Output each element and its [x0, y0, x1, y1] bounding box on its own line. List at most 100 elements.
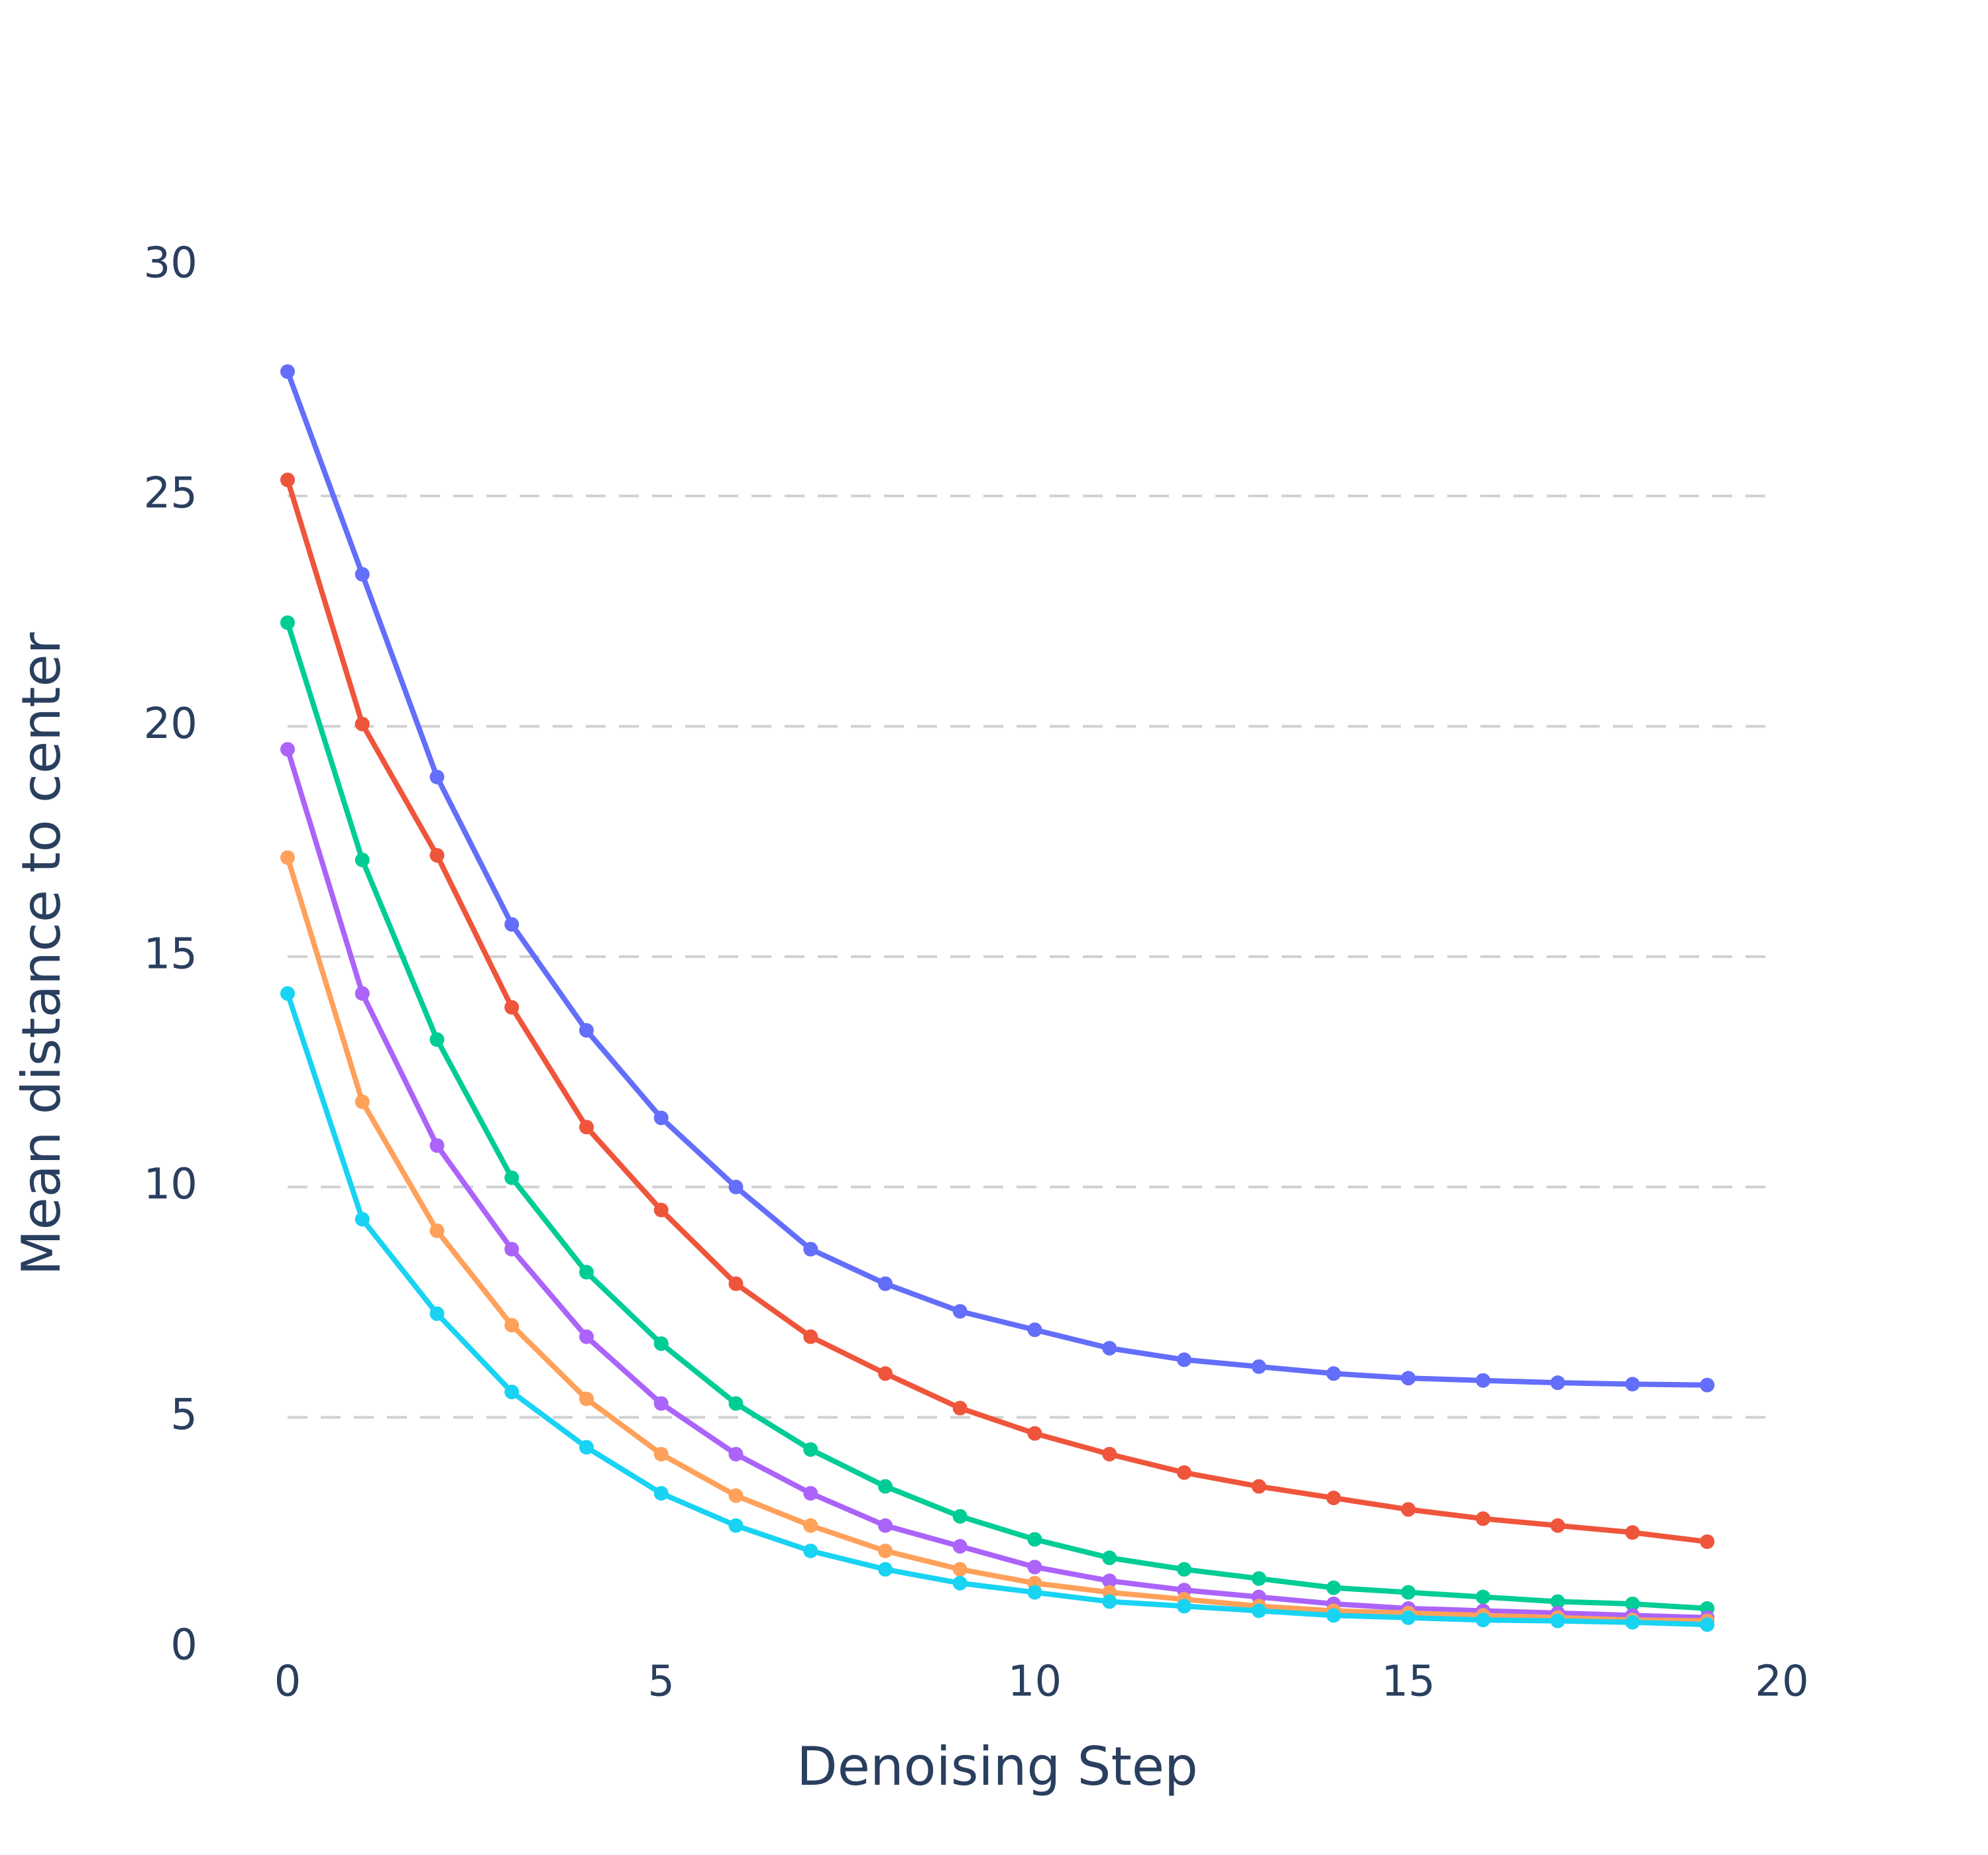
series-marker	[952, 1401, 967, 1416]
series-marker	[429, 1223, 445, 1238]
series-marker	[429, 769, 445, 784]
series-line	[285, 621, 1708, 1611]
series-marker	[1102, 1573, 1117, 1589]
series-marker	[1326, 1608, 1341, 1623]
series-marker	[1550, 1613, 1565, 1628]
series-marker	[653, 1336, 669, 1352]
series-marker	[504, 1318, 520, 1333]
series-marker	[878, 1479, 893, 1494]
series-marker	[1550, 1594, 1565, 1609]
series-marker	[429, 1138, 445, 1153]
series-marker	[504, 917, 520, 932]
series-marker	[1326, 1491, 1341, 1506]
series-marker	[1476, 1373, 1490, 1388]
series-marker	[1700, 1377, 1715, 1393]
series-line	[285, 370, 1708, 1388]
series-marker	[1476, 1613, 1490, 1628]
series-marker	[1251, 1571, 1266, 1586]
series-marker	[355, 852, 370, 867]
series-marker	[429, 1032, 445, 1047]
series-marker	[1102, 1341, 1117, 1356]
series-marker	[728, 1446, 744, 1461]
series-marker	[878, 1366, 893, 1381]
series-marker	[952, 1539, 967, 1554]
series-marker	[1625, 1596, 1640, 1611]
series-marker	[1625, 1615, 1640, 1630]
x-tick-label: 20	[1755, 1658, 1808, 1707]
series-line	[285, 992, 1708, 1628]
y-tick-label: 25	[144, 469, 197, 518]
series-marker	[728, 1179, 744, 1194]
series-marker	[1177, 1599, 1191, 1614]
series-marker	[728, 1518, 744, 1533]
series-marker	[355, 986, 370, 1001]
series-marker	[1027, 1426, 1042, 1441]
y-tick-label: 30	[144, 239, 197, 288]
x-tick-label: 15	[1382, 1658, 1435, 1707]
series-marker	[1326, 1366, 1341, 1381]
series-marker	[1027, 1560, 1042, 1575]
series-marker	[653, 1202, 669, 1218]
series-marker	[1177, 1352, 1191, 1367]
series-marker	[579, 1440, 594, 1455]
series-marker	[803, 1442, 818, 1458]
series-marker	[1401, 1585, 1416, 1600]
series-marker	[728, 1488, 744, 1503]
x-axis-title: Denoising Step	[797, 1736, 1198, 1797]
series-marker	[1102, 1446, 1117, 1461]
series-marker	[1550, 1375, 1565, 1391]
y-tick-label: 0	[170, 1621, 197, 1670]
series-marker	[280, 986, 295, 1001]
series-marker	[355, 566, 370, 582]
y-axis-title: Mean distance to center	[11, 632, 72, 1275]
series-marker	[1476, 1511, 1490, 1526]
series-line	[285, 857, 1708, 1624]
series-marker	[579, 1023, 594, 1038]
series-line	[285, 748, 1708, 1620]
series-marker	[1625, 1525, 1640, 1540]
series-marker	[1102, 1550, 1117, 1565]
series-marker	[1401, 1502, 1416, 1517]
series-marker	[653, 1446, 669, 1461]
series-marker	[878, 1518, 893, 1533]
series-marker	[952, 1562, 967, 1577]
series-marker	[803, 1329, 818, 1344]
series-marker	[728, 1276, 744, 1291]
series-line	[285, 479, 1708, 1545]
series-marker	[803, 1242, 818, 1257]
series-marker	[355, 1094, 370, 1110]
series-marker	[1027, 1585, 1042, 1600]
series-marker	[952, 1304, 967, 1319]
series-marker	[653, 1486, 669, 1501]
series-marker	[1476, 1589, 1490, 1605]
series-marker	[1251, 1479, 1266, 1494]
series-marker	[280, 850, 295, 865]
series-marker	[803, 1543, 818, 1558]
series-marker	[1700, 1617, 1715, 1632]
series-marker	[878, 1276, 893, 1291]
series-marker	[429, 1306, 445, 1321]
series-marker	[1401, 1610, 1416, 1625]
series-marker	[1251, 1359, 1266, 1374]
series-marker	[1102, 1594, 1117, 1609]
series-marker	[803, 1486, 818, 1501]
series-marker	[1027, 1532, 1042, 1547]
series-marker	[504, 1170, 520, 1185]
y-tick-label: 20	[144, 700, 197, 749]
series-marker	[653, 1396, 669, 1411]
series-marker	[1177, 1562, 1191, 1577]
series-marker	[429, 848, 445, 863]
series-marker	[1700, 1534, 1715, 1550]
series-marker	[579, 1265, 594, 1280]
series-marker	[579, 1120, 594, 1135]
series-marker	[280, 364, 295, 379]
x-tick-label: 5	[647, 1658, 675, 1707]
x-tick-label: 10	[1008, 1658, 1062, 1707]
series-marker	[803, 1518, 818, 1533]
series-marker	[878, 1562, 893, 1577]
series-marker	[952, 1575, 967, 1591]
series-marker	[579, 1329, 594, 1344]
series-marker	[355, 716, 370, 731]
series-marker	[355, 1212, 370, 1227]
